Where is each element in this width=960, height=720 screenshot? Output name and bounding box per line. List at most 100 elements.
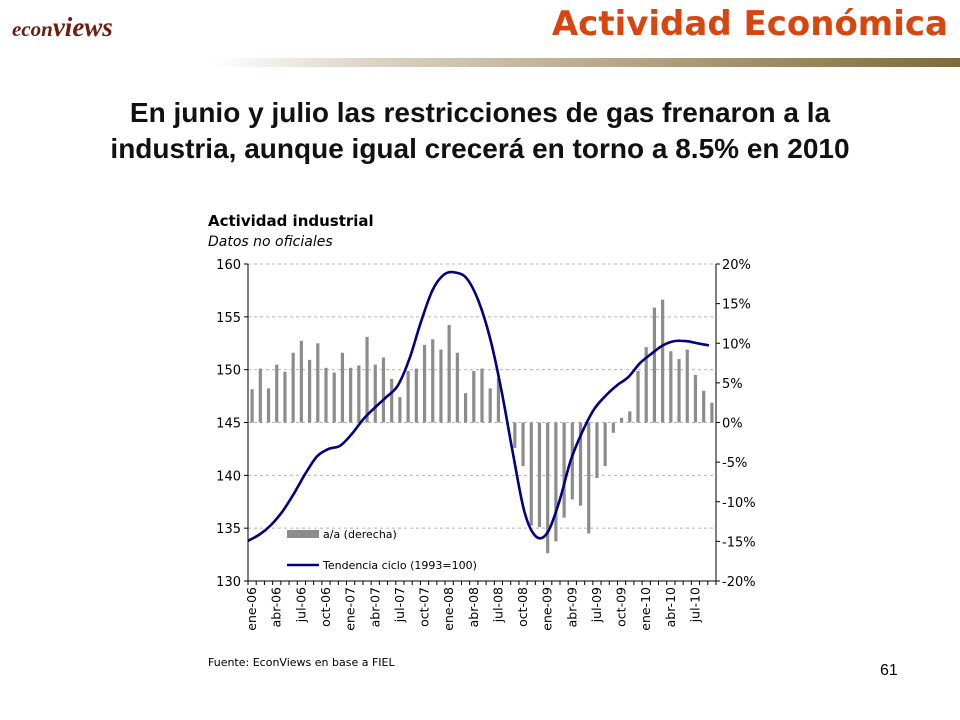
- bar: [546, 422, 550, 554]
- bar: [513, 422, 517, 448]
- bar: [661, 299, 665, 423]
- trend-line: [247, 270, 710, 542]
- bar-series: [250, 299, 714, 554]
- legend-line-label: Tendencia ciclo (1993=100): [322, 559, 477, 572]
- x-tick-label: jul-06: [293, 587, 308, 623]
- bar: [258, 368, 262, 423]
- slide-title: Actividad Económica: [551, 4, 948, 44]
- x-tick-label: abr-07: [367, 587, 382, 627]
- bar: [291, 352, 295, 423]
- bar: [480, 368, 484, 423]
- left-tick-label: 160: [216, 258, 241, 273]
- right-tick-label: 5%: [722, 377, 743, 392]
- x-tick-label: abr-08: [466, 587, 481, 627]
- left-tick-label: 130: [216, 575, 241, 590]
- bar: [422, 344, 427, 423]
- bar: [324, 367, 328, 423]
- right-tick-label: 0%: [722, 417, 743, 432]
- bar: [250, 389, 254, 423]
- bar: [390, 378, 394, 423]
- chart-legend: a/a (derecha) Tendencia ciclo (1993=100): [287, 528, 477, 572]
- bar: [266, 388, 271, 423]
- bar: [570, 422, 574, 500]
- x-tick-label: jul-09: [589, 587, 604, 623]
- bar: [340, 352, 345, 423]
- right-tick-label: 15%: [722, 298, 751, 313]
- bar: [373, 364, 377, 423]
- bar: [439, 349, 443, 423]
- bar: [562, 422, 566, 518]
- bar: [283, 371, 287, 423]
- bar: [398, 397, 402, 423]
- bar: [472, 370, 476, 423]
- bar: [628, 411, 632, 423]
- bar: [595, 422, 599, 478]
- bar: [332, 372, 336, 423]
- bar: [381, 357, 386, 423]
- legend-bar-swatch: [287, 530, 319, 538]
- header-rule: [0, 58, 960, 67]
- right-tick-label: -5%: [722, 456, 747, 471]
- bar: [414, 368, 418, 423]
- x-axis-ticks: ene-06 abr-06 jul-06 oct-06 ene-07 abr-07 jul-…: [244, 581, 717, 631]
- bar: [619, 417, 624, 423]
- bar: [611, 422, 615, 433]
- bar: [299, 340, 303, 423]
- headline-line-1: En junio y julio las restricciones de ga…: [129, 97, 831, 128]
- chart-title: Actividad industrial: [208, 212, 374, 230]
- bar: [685, 349, 689, 423]
- right-tick-label: -20%: [722, 575, 756, 590]
- bar: [636, 370, 640, 423]
- bar: [406, 370, 410, 423]
- right-tick-label: -15%: [722, 535, 756, 550]
- chart-source: Fuente: EconViews en base a FIEL: [208, 656, 395, 669]
- left-tick-label: 140: [216, 469, 241, 484]
- bar: [463, 393, 468, 423]
- bar: [431, 339, 435, 423]
- x-tick-label: jul-07: [392, 587, 407, 623]
- bar: [677, 359, 681, 423]
- bar: [529, 422, 533, 526]
- bar: [578, 422, 583, 506]
- headline: En junio y julio las restricciones de ga…: [0, 95, 960, 167]
- bar: [275, 364, 279, 423]
- x-tick-label: oct-07: [417, 587, 432, 627]
- page-number: 61: [880, 662, 898, 679]
- bar: [365, 336, 369, 423]
- x-tick-label: oct-09: [614, 587, 629, 627]
- bar: [455, 352, 459, 423]
- bar: [316, 343, 320, 423]
- x-tick-label: abr-10: [663, 587, 678, 627]
- x-tick-label: ene-08: [441, 587, 456, 631]
- bar: [710, 402, 714, 423]
- left-tick-label: 135: [216, 522, 241, 537]
- bar: [357, 365, 361, 423]
- right-tick-label: -10%: [722, 496, 756, 511]
- bar: [447, 325, 451, 423]
- bar: [521, 422, 525, 467]
- bar: [644, 347, 648, 423]
- x-tick-label: ene-06: [244, 587, 259, 631]
- left-tick-label: 145: [216, 417, 241, 432]
- x-tick-label: oct-06: [318, 587, 333, 627]
- left-axis-ticks: 130 135 140 145 150 155 160: [216, 258, 248, 590]
- x-tick-label: jul-10: [687, 587, 702, 623]
- right-tick-label: 10%: [722, 337, 751, 352]
- right-axis-ticks: -20% -15% -10% -5% 0% 5% 10% 15% 20%: [716, 258, 756, 590]
- econviews-logo: econviews: [12, 12, 113, 42]
- x-tick-label: oct-08: [515, 587, 530, 627]
- headline-line-2: industria, aunque igual crecerá en torno…: [110, 133, 850, 164]
- x-tick-label: ene-07: [343, 587, 358, 631]
- right-tick-label: 20%: [722, 258, 751, 273]
- x-tick-label: ene-10: [638, 587, 653, 631]
- legend-bar-label: a/a (derecha): [323, 528, 397, 541]
- bar: [537, 422, 542, 528]
- x-tick-label: abr-06: [269, 587, 284, 627]
- bar: [652, 307, 657, 423]
- bar: [349, 367, 353, 423]
- bar: [307, 359, 312, 423]
- x-tick-label: abr-09: [564, 587, 579, 627]
- bar: [496, 378, 501, 423]
- trend-line-series: [247, 270, 710, 542]
